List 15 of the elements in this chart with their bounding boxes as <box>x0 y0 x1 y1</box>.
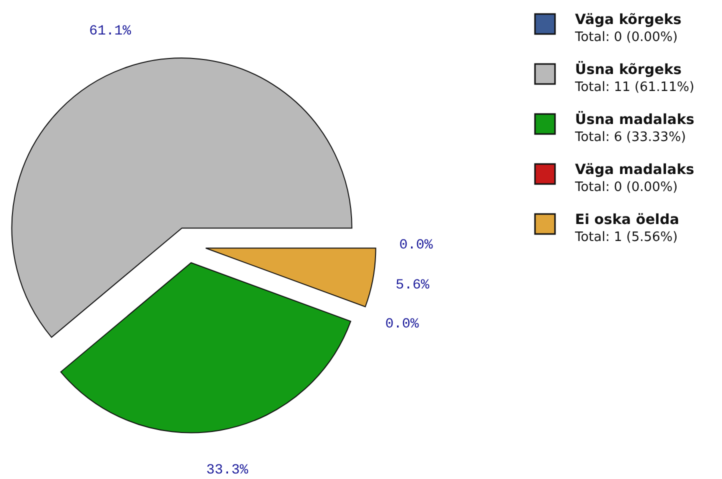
text: Total: 0 (0.00%) <box>574 180 678 195</box>
text: Total: 11 (61.11%) <box>574 80 694 95</box>
text: Total: 1 (5.56%) <box>574 230 678 245</box>
legend-label: Üsna kõrgeks <box>575 61 682 78</box>
legend-label: Väga kõrgeks <box>575 12 682 28</box>
text: Total: 0 (0.00%) <box>574 30 678 45</box>
legend-label: Üsna madalaks <box>575 111 694 128</box>
text: 0.0% <box>399 238 433 254</box>
text: 0.0% <box>385 316 419 332</box>
data-label: 5.6% <box>396 278 430 294</box>
data-label: 33.3% <box>206 462 249 478</box>
text: Total: 6 (33.33%) <box>574 130 686 145</box>
legend-label: Ei oska öelda <box>575 212 680 228</box>
legend-label: Väga madalaks <box>575 162 694 178</box>
data-label: 61.1% <box>89 23 132 40</box>
